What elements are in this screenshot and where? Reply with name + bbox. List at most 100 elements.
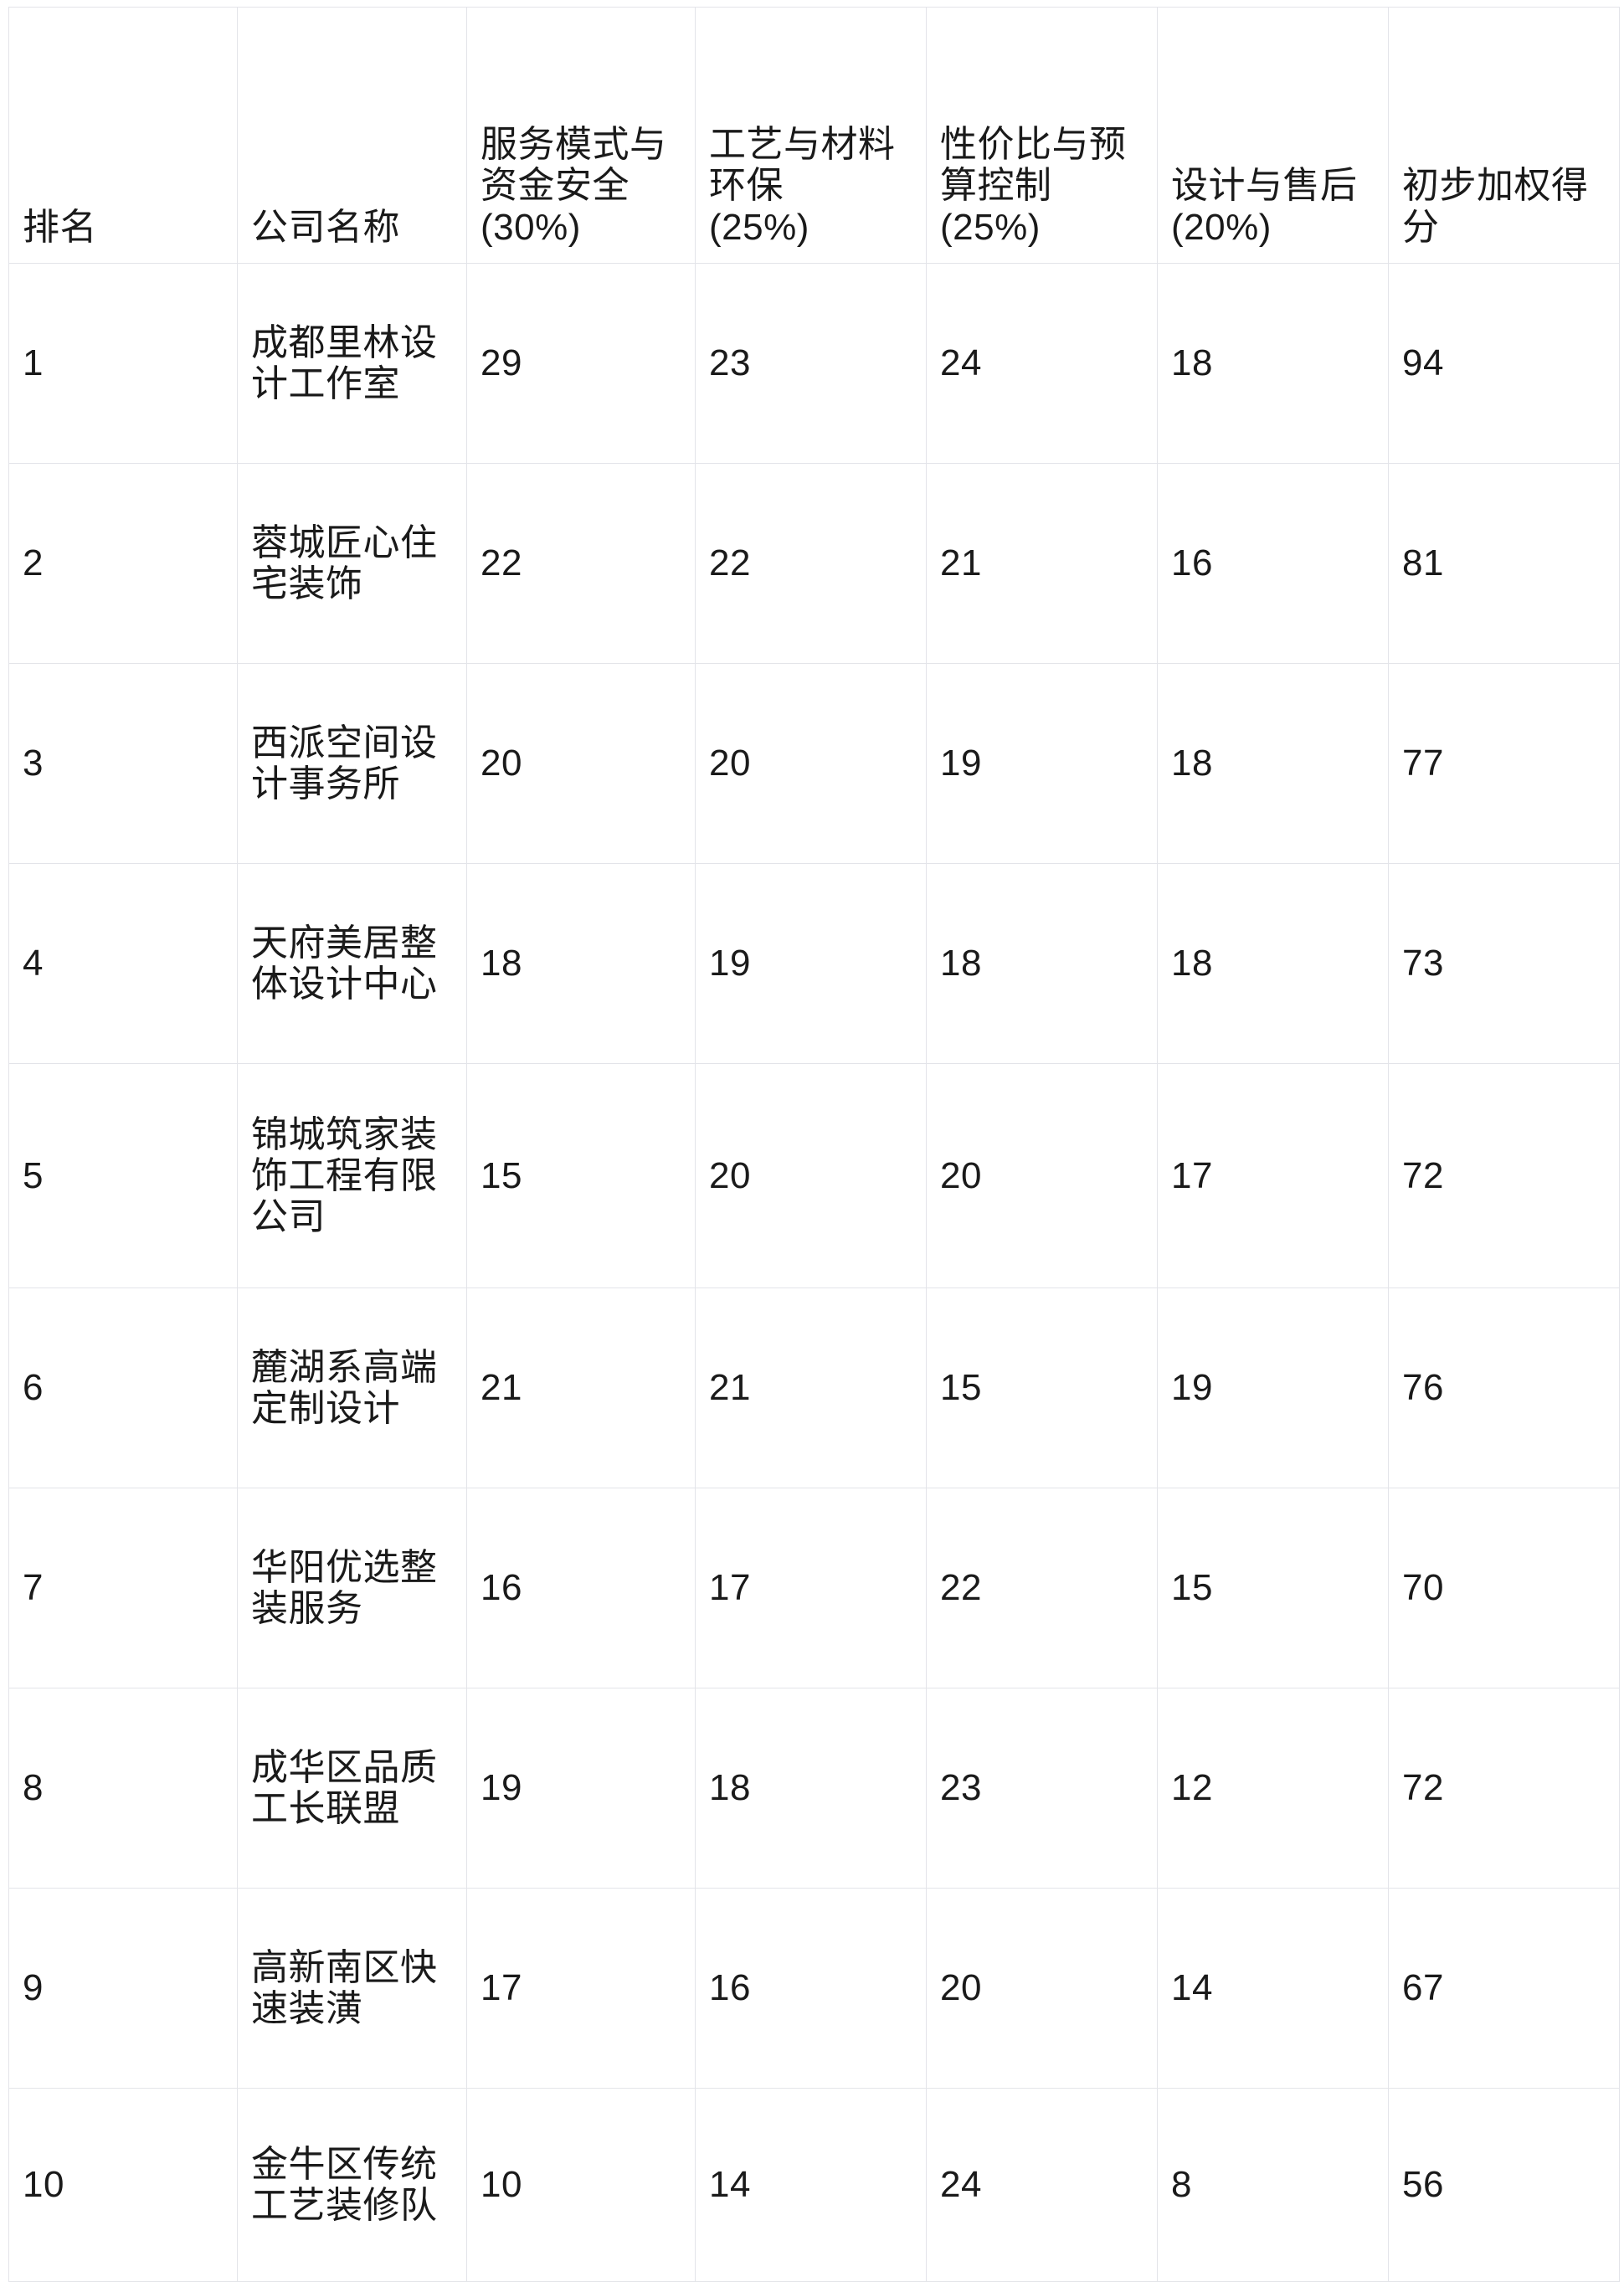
cell-m2: 23 bbox=[695, 263, 927, 464]
cell-company: 金牛区传统工艺装修队 bbox=[237, 2088, 467, 2282]
table-row[interactable]: 5 锦城筑家装饰工程有限公司 15 20 20 17 72 bbox=[8, 1063, 1620, 1288]
table-row[interactable]: 1 成都里林设计工作室 29 23 24 18 94 bbox=[8, 263, 1620, 464]
cell-m4: 15 bbox=[1157, 1488, 1389, 1688]
cell-m4: 18 bbox=[1157, 263, 1389, 464]
cell-m4: 8 bbox=[1157, 2088, 1389, 2282]
cell-m1: 20 bbox=[466, 663, 696, 864]
cell-rank: 6 bbox=[8, 1287, 238, 1488]
cell-m3: 24 bbox=[926, 2088, 1158, 2282]
cell-m4: 14 bbox=[1157, 1888, 1389, 2089]
column-header-m2: 工艺与材料环保 (25%) bbox=[695, 7, 927, 264]
cell-rank: 8 bbox=[8, 1688, 238, 1889]
table-row[interactable]: 10 金牛区传统工艺装修队 10 14 24 8 56 bbox=[8, 2088, 1620, 2282]
cell-m4: 19 bbox=[1157, 1287, 1389, 1488]
cell-m1: 10 bbox=[466, 2088, 696, 2282]
cell-m2: 20 bbox=[695, 663, 927, 864]
cell-m3: 20 bbox=[926, 1063, 1158, 1288]
column-header-label: 工艺与材料环保 bbox=[709, 124, 896, 207]
table-header: 排名 公司名称 服务模式与资金安全 (30%) 工艺与材料环保 (25%) 性价比与预算控制… bbox=[8, 7, 1620, 264]
column-header-label: 初步加权得分 bbox=[1402, 165, 1589, 248]
column-header-m3: 性价比与预算控制 (25%) bbox=[926, 7, 1158, 264]
cell-m2: 14 bbox=[695, 2088, 927, 2282]
cell-m4: 12 bbox=[1157, 1688, 1389, 1889]
table-row[interactable]: 9 高新南区快速装潢 17 16 20 14 67 bbox=[8, 1888, 1620, 2089]
table-row[interactable]: 4 天府美居整体设计中心 18 19 18 18 73 bbox=[8, 863, 1620, 1064]
cell-total: 72 bbox=[1388, 1063, 1620, 1288]
cell-m3: 21 bbox=[926, 463, 1158, 664]
cell-m2: 19 bbox=[695, 863, 927, 1064]
cell-m2: 22 bbox=[695, 463, 927, 664]
cell-m2: 18 bbox=[695, 1688, 927, 1889]
cell-m4: 16 bbox=[1157, 463, 1389, 664]
cell-total: 73 bbox=[1388, 863, 1620, 1064]
table-body: 1 成都里林设计工作室 29 23 24 18 94 2 蓉城匠心住宅装饰 22 22 21 16 81 3… bbox=[8, 263, 1620, 2282]
cell-company: 麓湖系高端定制设计 bbox=[237, 1287, 467, 1488]
cell-total: 72 bbox=[1388, 1688, 1620, 1889]
column-header-rank: 排名 bbox=[8, 7, 238, 264]
cell-rank: 9 bbox=[8, 1888, 238, 2089]
cell-total: 94 bbox=[1388, 263, 1620, 464]
cell-m4: 17 bbox=[1157, 1063, 1389, 1288]
cell-m3: 24 bbox=[926, 263, 1158, 464]
column-header-weight: (20%) bbox=[1171, 206, 1272, 248]
cell-m3: 19 bbox=[926, 663, 1158, 864]
cell-m1: 17 bbox=[466, 1888, 696, 2089]
cell-m1: 29 bbox=[466, 263, 696, 464]
table-row[interactable]: 6 麓湖系高端定制设计 21 21 15 19 76 bbox=[8, 1287, 1620, 1488]
cell-total: 76 bbox=[1388, 1287, 1620, 1488]
column-header-label: 排名 bbox=[23, 206, 97, 248]
cell-company: 华阳优选整装服务 bbox=[237, 1488, 467, 1688]
cell-rank: 7 bbox=[8, 1488, 238, 1688]
column-header-label: 性价比与预算控制 bbox=[940, 124, 1127, 207]
cell-m2: 16 bbox=[695, 1888, 927, 2089]
ranking-table-container: 排名 公司名称 服务模式与资金安全 (30%) 工艺与材料环保 (25%) 性价比与预算控制… bbox=[8, 7, 1620, 2282]
table-row[interactable]: 3 西派空间设计事务所 20 20 19 18 77 bbox=[8, 663, 1620, 864]
cell-company: 西派空间设计事务所 bbox=[237, 663, 467, 864]
cell-m2: 17 bbox=[695, 1488, 927, 1688]
cell-m2: 20 bbox=[695, 1063, 927, 1288]
column-header-weight: (30%) bbox=[481, 206, 581, 248]
column-header-weight: (25%) bbox=[940, 206, 1041, 248]
cell-m2: 21 bbox=[695, 1287, 927, 1488]
cell-m1: 15 bbox=[466, 1063, 696, 1288]
table-row[interactable]: 2 蓉城匠心住宅装饰 22 22 21 16 81 bbox=[8, 463, 1620, 664]
column-header-company: 公司名称 bbox=[237, 7, 467, 264]
cell-m3: 22 bbox=[926, 1488, 1158, 1688]
cell-m1: 21 bbox=[466, 1287, 696, 1488]
column-header-label: 设计与售后 bbox=[1171, 165, 1358, 207]
cell-m1: 16 bbox=[466, 1488, 696, 1688]
table-row[interactable]: 8 成华区品质工长联盟 19 18 23 12 72 bbox=[8, 1688, 1620, 1889]
cell-rank: 1 bbox=[8, 263, 238, 464]
cell-rank: 5 bbox=[8, 1063, 238, 1288]
column-header-weight: (25%) bbox=[709, 206, 809, 248]
column-header-label: 服务模式与资金安全 bbox=[481, 124, 667, 207]
column-header-m4: 设计与售后 (20%) bbox=[1157, 7, 1389, 264]
cell-total: 77 bbox=[1388, 663, 1620, 864]
cell-m4: 18 bbox=[1157, 863, 1389, 1064]
table-header-row: 排名 公司名称 服务模式与资金安全 (30%) 工艺与材料环保 (25%) 性价比与预算控制… bbox=[8, 7, 1620, 264]
cell-rank: 4 bbox=[8, 863, 238, 1064]
cell-m3: 15 bbox=[926, 1287, 1158, 1488]
cell-m4: 18 bbox=[1157, 663, 1389, 864]
column-header-m1: 服务模式与资金安全 (30%) bbox=[466, 7, 696, 264]
cell-m1: 19 bbox=[466, 1688, 696, 1889]
table-row[interactable]: 7 华阳优选整装服务 16 17 22 15 70 bbox=[8, 1488, 1620, 1688]
cell-rank: 3 bbox=[8, 663, 238, 864]
cell-company: 高新南区快速装潢 bbox=[237, 1888, 467, 2089]
cell-m3: 18 bbox=[926, 863, 1158, 1064]
cell-total: 70 bbox=[1388, 1488, 1620, 1688]
cell-m1: 18 bbox=[466, 863, 696, 1064]
cell-m3: 23 bbox=[926, 1688, 1158, 1889]
cell-total: 56 bbox=[1388, 2088, 1620, 2282]
cell-m3: 20 bbox=[926, 1888, 1158, 2089]
cell-company: 锦城筑家装饰工程有限公司 bbox=[237, 1063, 467, 1288]
cell-total: 67 bbox=[1388, 1888, 1620, 2089]
cell-rank: 2 bbox=[8, 463, 238, 664]
cell-total: 81 bbox=[1388, 463, 1620, 664]
column-header-label: 公司名称 bbox=[251, 206, 400, 248]
company-ranking-table: 排名 公司名称 服务模式与资金安全 (30%) 工艺与材料环保 (25%) 性价比与预算控制… bbox=[8, 7, 1620, 2282]
column-header-total: 初步加权得分 bbox=[1388, 7, 1620, 264]
cell-rank: 10 bbox=[8, 2088, 238, 2282]
cell-company: 成都里林设计工作室 bbox=[237, 263, 467, 464]
cell-m1: 22 bbox=[466, 463, 696, 664]
